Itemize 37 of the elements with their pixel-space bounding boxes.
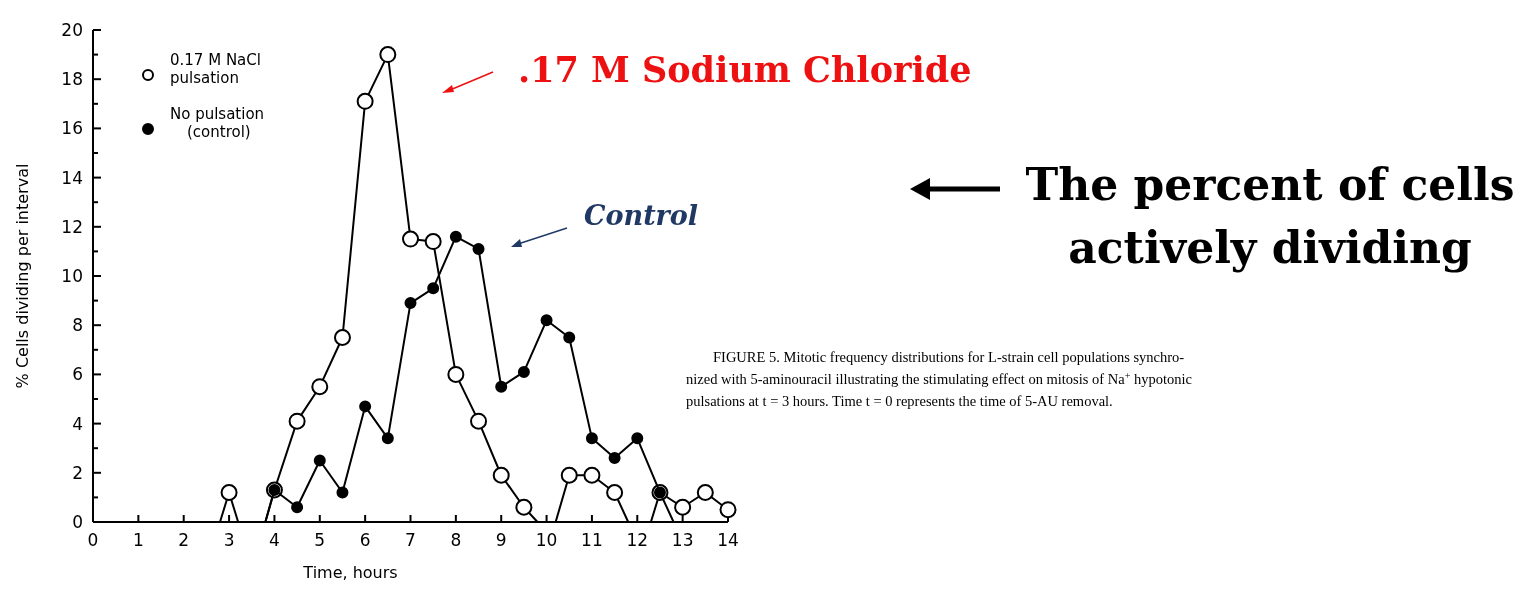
legend-label: No pulsation (control) (170, 105, 265, 141)
legend-label: 0.17 M NaCl pulsation (170, 51, 261, 87)
annotation: nized with 5-aminouracil illustrating the stimulating effect on mitosis of Na$^{+}$ hypotonic (686, 369, 1193, 387)
y-tick-label: 12 (61, 216, 83, 237)
y-tick-label: 10 (61, 265, 83, 286)
y-tick-label: 20 (61, 19, 83, 40)
x-tick-label: 8 (450, 530, 462, 550)
text: The percent of cells (1025, 159, 1515, 210)
x-tick-label: 3 (223, 530, 235, 550)
annotation: Control (584, 200, 699, 231)
y-tick-label: 0 (72, 511, 83, 532)
annotation: pulsations at t = 3 hours. Time t = 0 represents the time of 5-AU removal. (686, 393, 1113, 409)
x-tick-label: 9 (495, 530, 507, 550)
y-tick-label: 8 (72, 315, 83, 336)
x-tick-label: 12 (626, 530, 649, 550)
x-tick-label: 4 (269, 530, 280, 550)
x-tick-label: 5 (314, 530, 326, 550)
annotation: FIGURE 5. Mitotic frequency distributions for L-strain cell populations synchro- (713, 349, 1185, 365)
x-tick-label: 1 (132, 530, 144, 550)
y-axis-title: % Cells dividing per interval (13, 163, 32, 389)
y-tick-label: 16 (61, 118, 83, 139)
y-tick-label: 2 (72, 462, 83, 483)
x-tick-label: 14 (717, 530, 739, 550)
y-tick-label: 6 (72, 364, 83, 385)
y-tick-label: 18 (61, 69, 83, 90)
x-tick-label: 10 (535, 530, 558, 550)
x-tick-label: 13 (671, 530, 694, 550)
y-tick-label: 14 (61, 167, 83, 188)
x-tick-label: 7 (405, 530, 416, 550)
annotation: .17 M Sodium Chloride (518, 49, 972, 90)
x-axis-title: Time, hours (302, 563, 398, 582)
text: actively dividing (1068, 222, 1472, 273)
x-tick-label: 11 (581, 530, 603, 550)
y-tick-label: 4 (72, 413, 83, 434)
x-tick-label: 0 (87, 530, 99, 550)
x-tick-label: 2 (178, 530, 190, 550)
x-tick-label: 6 (359, 530, 371, 550)
